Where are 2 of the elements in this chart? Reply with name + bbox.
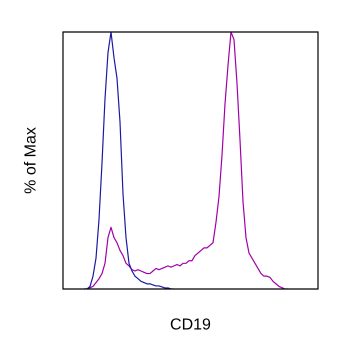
x-axis-title: CD19 [170,316,212,334]
y-axis-title: % of Max [22,127,40,194]
